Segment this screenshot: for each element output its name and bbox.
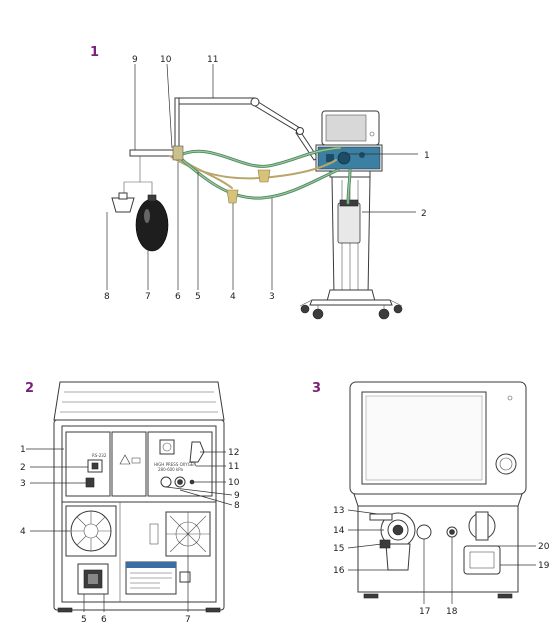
callout-17: 17 (419, 607, 430, 617)
panel-3-number: 3 (312, 381, 321, 396)
callout-4: 4 (230, 292, 236, 302)
callout-2-10: 10 (228, 478, 240, 488)
callout-18: 18 (446, 607, 458, 617)
panel-2-number: 2 (25, 381, 34, 396)
callout-2-1: 1 (20, 445, 26, 455)
callout-10: 10 (160, 55, 172, 65)
callout-15: 15 (333, 544, 344, 554)
callout-2-8: 8 (234, 501, 240, 511)
callout-19: 19 (538, 561, 550, 571)
panel-3-front-view: 3 (312, 381, 550, 617)
callout-2-6: 6 (101, 615, 107, 625)
callout-2-5: 5 (81, 615, 87, 625)
manual-bag-assembly (112, 150, 178, 251)
callout-2-2: 2 (20, 463, 26, 473)
callout-11: 11 (207, 55, 218, 65)
callout-2-3: 3 (20, 479, 26, 489)
serial-port-label: RS-232 (92, 453, 107, 458)
callout-16: 16 (333, 566, 345, 576)
callout-2-9: 9 (234, 491, 240, 501)
callout-20: 20 (538, 542, 550, 552)
panel-2-rear-view: 2 RS-232 HIGH PRESS OXYGEN 280-600 kPa (20, 381, 240, 625)
callout-3: 3 (269, 292, 275, 302)
callout-2-12: 12 (228, 448, 239, 458)
gas-inlet-label-2: 280-600 kPa (158, 467, 184, 472)
callout-9: 9 (132, 55, 138, 65)
callout-14: 14 (333, 526, 345, 536)
callout-2-4: 4 (20, 527, 26, 537)
callout-6: 6 (175, 292, 181, 302)
callout-2: 2 (421, 209, 427, 219)
callout-2-11: 11 (228, 462, 239, 472)
callout-8: 8 (104, 292, 110, 302)
ventilator-unit (300, 111, 402, 319)
callout-5: 5 (195, 292, 201, 302)
callout-1: 1 (424, 151, 430, 161)
callout-7: 7 (145, 292, 151, 302)
panel-1-system-overview: 1 (90, 45, 430, 319)
callout-2-7: 7 (185, 615, 191, 625)
panel-1-number: 1 (90, 45, 99, 60)
callout-13: 13 (333, 506, 344, 516)
